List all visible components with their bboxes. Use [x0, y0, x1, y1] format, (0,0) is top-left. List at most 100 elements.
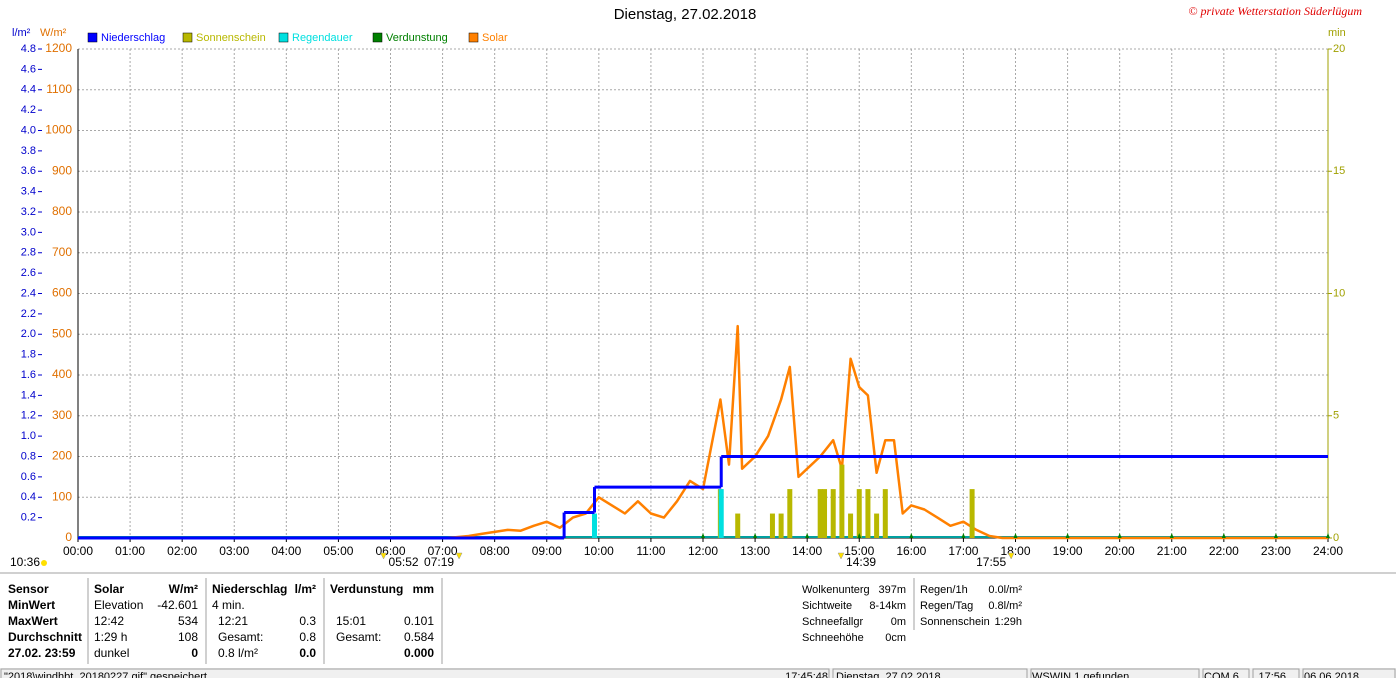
rain-label: Sonnenschein — [920, 616, 990, 628]
y3-tick-label: 10 — [1333, 287, 1345, 299]
y3-tick-label: 15 — [1333, 165, 1345, 177]
rain-label: Regen/Tag — [920, 600, 973, 612]
weather-label: Sichtweite — [802, 600, 852, 612]
panel-row-label: MaxWert — [8, 614, 58, 628]
x-tick-label: 01:00 — [115, 544, 145, 558]
bar — [718, 489, 724, 538]
panel-label: Niederschlag — [212, 582, 287, 596]
panel-label: 12:21 — [218, 614, 248, 628]
x-tick-label: 18:00 — [1000, 544, 1030, 558]
panel-value: 108 — [178, 630, 198, 644]
bar — [874, 513, 880, 538]
marker — [909, 533, 914, 538]
y-tick-label: 900 — [52, 163, 72, 177]
y2-tick-label: 1.4 — [21, 389, 36, 401]
bar — [969, 489, 975, 538]
x-tick-label: 10:00 — [584, 544, 614, 558]
y-tick-label: 200 — [52, 449, 72, 463]
bar — [830, 489, 836, 538]
y3-tick-label: 5 — [1333, 410, 1339, 422]
status-text: "2018\windhbt_20180227.gif" gespeichert — [4, 671, 207, 678]
status-text: Dienstag, 27.02.2018 — [836, 671, 941, 678]
bar — [882, 489, 888, 538]
panel-value: -42.601 — [157, 598, 198, 612]
time-marker — [1007, 552, 1015, 560]
bar — [591, 513, 597, 538]
bar — [735, 513, 741, 538]
panel-row-label: MinWert — [8, 598, 55, 612]
copyright: © private Wetterstation Süderlügum — [1188, 4, 1362, 18]
y3-axis-label: min — [1328, 27, 1346, 39]
legend-label: Sonnenschein — [196, 32, 266, 44]
time-annotation: 14:39 — [846, 555, 876, 569]
weather-value: 8-14km — [869, 600, 906, 612]
x-tick-label: 03:00 — [219, 544, 249, 558]
marker — [753, 533, 758, 538]
marker — [961, 533, 966, 538]
status-cell — [1030, 668, 1200, 678]
time-marker — [837, 552, 845, 560]
x-tick-label: 07:00 — [428, 544, 458, 558]
bar — [839, 464, 845, 538]
panel-label: Elevation — [94, 598, 143, 612]
y2-tick-label: 4.6 — [21, 63, 36, 75]
x-tick-label: 00:00 — [63, 544, 93, 558]
marker — [857, 533, 862, 538]
status-text: WSWIN 1 gefunden — [1032, 671, 1129, 678]
y2-tick-label: 0.2 — [21, 512, 36, 524]
bar — [822, 489, 828, 538]
time-marker — [380, 552, 387, 560]
y2-tick-label: 1.2 — [21, 410, 36, 422]
marker — [1169, 533, 1174, 538]
x-tick-label: 14:00 — [792, 544, 822, 558]
x-tick-label: 05:00 — [323, 544, 353, 558]
weather-value: 0m — [891, 616, 906, 628]
y-tick-label: 400 — [52, 367, 72, 381]
panel-label: Gesamt: — [336, 630, 381, 644]
panel-value: mm — [413, 582, 434, 596]
status-text: 06.06.2018 — [1304, 671, 1359, 678]
x-tick-label: 12:00 — [688, 544, 718, 558]
status-text: COM 6 — [1204, 671, 1239, 678]
panel-label: 15:01 — [336, 614, 366, 628]
x-tick-label: 13:00 — [740, 544, 770, 558]
panel-value: 0.8 — [299, 630, 316, 644]
x-tick-label: 20:00 — [1105, 544, 1135, 558]
panel-value: 0.3 — [299, 614, 316, 628]
legend-swatch — [468, 32, 479, 43]
status-bar — [0, 668, 1396, 678]
bar — [778, 513, 784, 538]
x-tick-label: 21:00 — [1157, 544, 1187, 558]
y-tick-label: 800 — [52, 204, 72, 218]
y-tick-label: 300 — [52, 408, 72, 422]
panel-label: dunkel — [94, 646, 129, 660]
legend-swatch — [87, 32, 98, 43]
y2-tick-label: 3.6 — [21, 165, 36, 177]
y-tick-label: 700 — [52, 245, 72, 259]
y2-axis-label: l/m² — [12, 27, 31, 39]
x-tick-label: 09:00 — [532, 544, 562, 558]
legend-label: Niederschlag — [101, 32, 165, 44]
status-cell — [1302, 668, 1396, 678]
panel-row-label: 27.02. 23:59 — [8, 646, 76, 660]
panel-value: 0.101 — [404, 614, 434, 628]
y2-tick-label: 0.8 — [21, 450, 36, 462]
rain-value: 1:29h — [994, 616, 1022, 628]
y2-tick-label: 1.8 — [21, 349, 36, 361]
y2-tick-label: 4.0 — [21, 124, 36, 136]
y3-tick-label: 20 — [1333, 43, 1345, 55]
legend-swatch — [278, 32, 289, 43]
marker — [1221, 533, 1226, 538]
y2-tick-label: 1.0 — [21, 430, 36, 442]
panel-row-label: Sensor — [8, 582, 49, 596]
rain-value: 0.0l/m² — [988, 584, 1022, 596]
panel-label: Gesamt: — [218, 630, 263, 644]
solar-line — [78, 324, 1328, 540]
bar — [848, 513, 854, 538]
marker — [1273, 533, 1278, 538]
x-tick-label: 11:00 — [636, 544, 665, 558]
y-axis-label: W/m² — [40, 27, 67, 39]
panel-value: W/m² — [169, 582, 198, 596]
bar — [817, 489, 823, 538]
